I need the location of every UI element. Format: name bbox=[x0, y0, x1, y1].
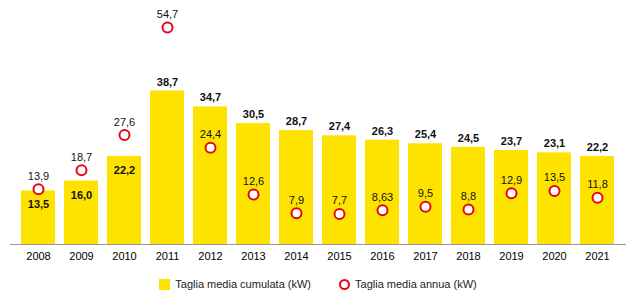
svg-text:13,9: 13,9 bbox=[28, 170, 49, 182]
svg-text:2017: 2017 bbox=[413, 250, 437, 262]
svg-text:7,9: 7,9 bbox=[289, 194, 304, 206]
html-text:Taglia media annua (kW): Taglia media annua (kW) bbox=[355, 278, 477, 290]
svg-text:27,6: 27,6 bbox=[114, 116, 135, 128]
svg-text:2009: 2009 bbox=[69, 250, 93, 262]
html-text:Taglia media cumulata (kW): Taglia media cumulata (kW) bbox=[175, 278, 311, 290]
svg-text:24,5: 24,5 bbox=[458, 132, 479, 144]
svg-text:38,7: 38,7 bbox=[157, 76, 178, 88]
svg-text:13,5: 13,5 bbox=[544, 171, 565, 183]
svg-text:2018: 2018 bbox=[456, 250, 480, 262]
svg-text:2013: 2013 bbox=[241, 250, 265, 262]
svg-text:13,5: 13,5 bbox=[28, 198, 49, 210]
svg-text:12,9: 12,9 bbox=[501, 174, 522, 186]
svg-text:23,7: 23,7 bbox=[501, 135, 522, 147]
svg-text:22,2: 22,2 bbox=[587, 141, 608, 153]
svg-text:8,63: 8,63 bbox=[372, 191, 393, 203]
svg-text:25,4: 25,4 bbox=[415, 128, 437, 140]
svg-text:22,2: 22,2 bbox=[114, 164, 135, 176]
svg-text:2014: 2014 bbox=[284, 250, 308, 262]
svg-text:16,0: 16,0 bbox=[71, 189, 92, 201]
svg-text:23,1: 23,1 bbox=[544, 137, 565, 149]
svg-text:2011: 2011 bbox=[156, 250, 180, 262]
svg-text:9,5: 9,5 bbox=[418, 187, 433, 199]
svg-text:8,8: 8,8 bbox=[461, 190, 476, 202]
svg-text:27,4: 27,4 bbox=[329, 120, 351, 132]
svg-text:2012: 2012 bbox=[198, 250, 222, 262]
svg-text:54,7: 54,7 bbox=[157, 8, 178, 20]
svg-text:26,3: 26,3 bbox=[372, 125, 393, 137]
svg-text:34,7: 34,7 bbox=[200, 91, 221, 103]
svg-text:2015: 2015 bbox=[327, 250, 351, 262]
svg-text:2020: 2020 bbox=[542, 250, 566, 262]
svg-text:28,7: 28,7 bbox=[286, 115, 307, 127]
svg-text:2019: 2019 bbox=[499, 250, 523, 262]
svg-text:12,6: 12,6 bbox=[243, 175, 264, 187]
svg-text:2008: 2008 bbox=[26, 250, 50, 262]
svg-text:7,7: 7,7 bbox=[332, 194, 347, 206]
svg-text:24,4: 24,4 bbox=[200, 128, 221, 140]
svg-text:18,7: 18,7 bbox=[71, 151, 92, 163]
svg-text:2016: 2016 bbox=[370, 250, 394, 262]
svg-text:11,8: 11,8 bbox=[587, 178, 608, 190]
svg-text:2010: 2010 bbox=[112, 250, 136, 262]
svg-text:30,5: 30,5 bbox=[243, 108, 264, 120]
svg-text:2021: 2021 bbox=[585, 250, 609, 262]
